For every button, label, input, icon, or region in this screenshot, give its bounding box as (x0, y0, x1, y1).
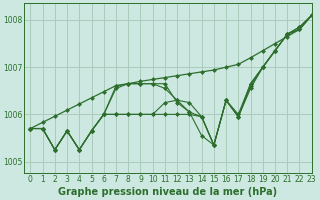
X-axis label: Graphe pression niveau de la mer (hPa): Graphe pression niveau de la mer (hPa) (59, 187, 277, 197)
